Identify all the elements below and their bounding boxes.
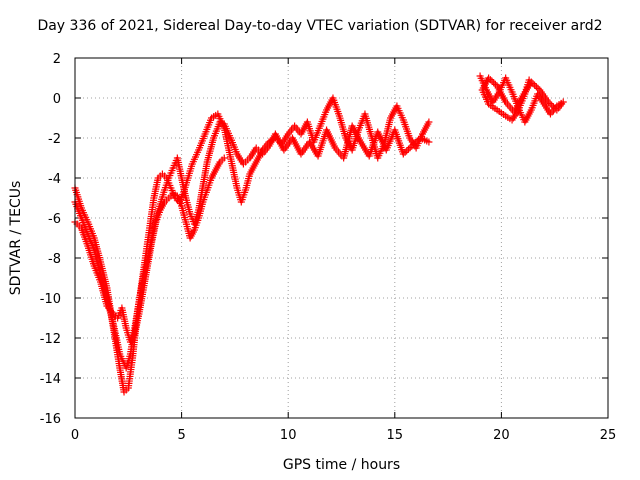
plot-frame [74, 57, 609, 419]
y-tick-label: -12 [40, 332, 61, 347]
data-point-marker [525, 76, 533, 84]
x-axis-label: GPS time / hours [282, 457, 401, 473]
chart-title: Day 336 of 2021, Sidereal Day-to-day VTE… [37, 18, 603, 34]
data-point-marker [490, 79, 498, 87]
data-point-marker [534, 84, 542, 92]
grid-lines [75, 58, 608, 418]
y-tick-label: 2 [53, 52, 61, 67]
x-tick-label: 25 [600, 428, 617, 443]
data-point-marker [551, 104, 559, 112]
y-tick-label: -10 [40, 292, 61, 307]
data-point-marker [532, 83, 540, 91]
y-tick-label: -4 [48, 172, 61, 187]
data-point-marker [401, 148, 409, 156]
data-point-marker [549, 103, 557, 111]
data-point-marker [411, 139, 419, 147]
data-points [71, 72, 567, 396]
data-point-marker [408, 142, 416, 150]
data-point-marker [413, 137, 421, 145]
data-point-marker [406, 144, 414, 152]
data-point-marker [410, 140, 418, 148]
y-tick-label: -2 [48, 132, 61, 147]
data-point-marker [220, 154, 228, 162]
data-point-marker [425, 118, 433, 126]
data-point-marker [404, 145, 412, 153]
data-point-marker [403, 147, 411, 155]
y-tick-label: -16 [40, 412, 61, 427]
data-point-marker [493, 82, 501, 90]
y-axis-label: SDTVAR / TECUs [8, 180, 24, 296]
x-tick-label: 10 [280, 428, 297, 443]
y-tick-label: -8 [48, 252, 61, 267]
y-tick-label: -6 [48, 212, 61, 227]
x-tick-label: 20 [493, 428, 510, 443]
data-point-marker [546, 100, 554, 108]
x-tick-label: 5 [177, 428, 185, 443]
data-point-marker [536, 86, 544, 94]
data-point-marker [531, 81, 539, 89]
y-tick-label: -14 [40, 372, 61, 387]
y-tick-label: 0 [53, 92, 61, 107]
x-tick-label: 15 [387, 428, 404, 443]
data-point-marker [425, 138, 433, 146]
data-point-marker [488, 77, 496, 85]
x-tick-label: 0 [71, 428, 79, 443]
data-point-marker [553, 106, 561, 114]
data-point-marker [548, 101, 556, 109]
data-point-marker [399, 150, 407, 158]
data-point-marker [491, 80, 499, 88]
